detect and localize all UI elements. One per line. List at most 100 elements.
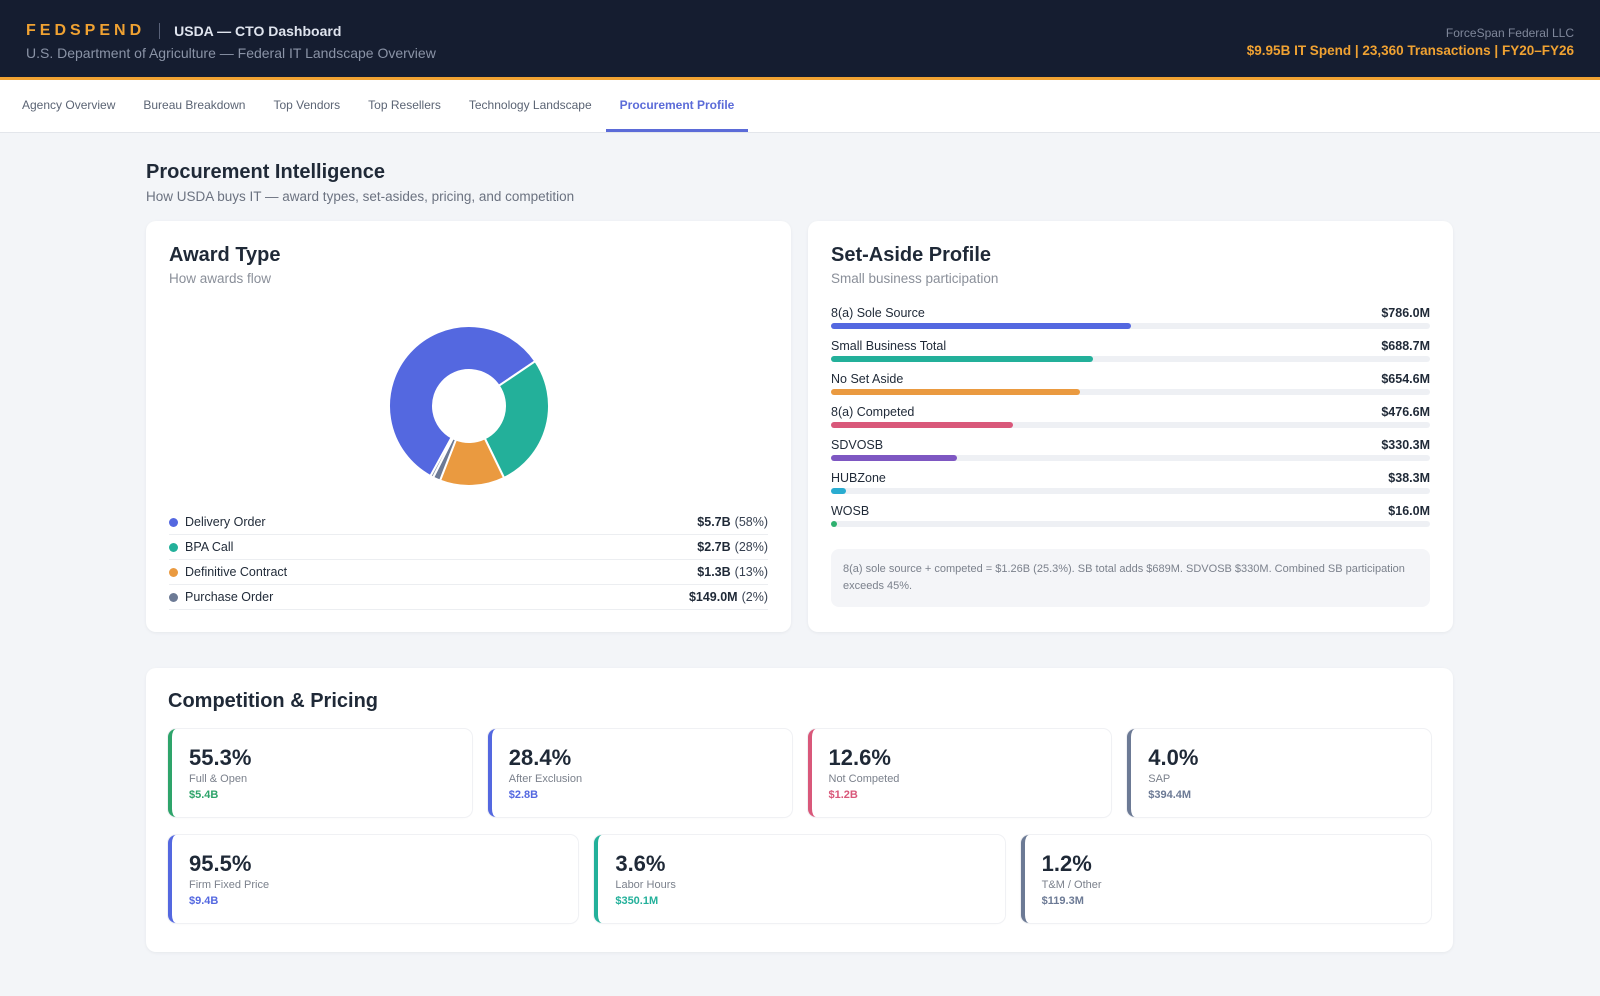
tab-procurement-profile[interactable]: Procurement Profile bbox=[605, 80, 749, 132]
set-aside-bar-track bbox=[831, 455, 1430, 461]
competition-title: Competition & Pricing bbox=[168, 690, 378, 712]
legend-dot bbox=[169, 542, 178, 552]
kpi-not-competed[interactable]: 12.6% Not Competed $1.2B bbox=[807, 729, 1112, 817]
kpi-amount: $119.3M bbox=[1041, 895, 1084, 907]
brand-logo[interactable]: FEDSPEND bbox=[26, 22, 146, 39]
kpi-value: 55.3% bbox=[189, 745, 252, 770]
top-header: FEDSPEND USDA — CTO Dashboard U.S. Depar… bbox=[0, 0, 1600, 80]
kpi-label: Firm Fixed Price bbox=[189, 879, 270, 891]
tab-top-resellers[interactable]: Top Resellers bbox=[368, 98, 441, 112]
set-aside-list: 8(a) Sole Source $786.0M Small Business T… bbox=[831, 306, 1430, 537]
kpi-firm-fixed-price[interactable]: 95.5% Firm Fixed Price $9.4B bbox=[168, 835, 579, 923]
set-aside-label: No Set Aside bbox=[831, 372, 904, 386]
set-aside-bar bbox=[831, 356, 1094, 362]
kpi-amount: $2.8B bbox=[508, 789, 539, 801]
set-aside-value: $786.0M bbox=[1381, 306, 1430, 320]
dashboard-title: USDA — CTO Dashboard bbox=[174, 23, 342, 39]
legend-label: Definitive Contract bbox=[185, 565, 288, 579]
set-aside-bar bbox=[831, 323, 1131, 329]
legend-item: Delivery Order $5.7B (58%) bbox=[169, 510, 768, 535]
kpi-value: 12.6% bbox=[828, 745, 891, 770]
donut-slice-bpa-call[interactable] bbox=[482, 359, 550, 480]
kpi-label: Full & Open bbox=[189, 773, 248, 785]
set-aside-value: $476.6M bbox=[1381, 405, 1430, 419]
legend-percent: (58%) bbox=[734, 515, 768, 529]
set-aside-title: Set-Aside Profile bbox=[831, 244, 992, 266]
kpi-value: 1.2% bbox=[1041, 851, 1092, 876]
set-aside-value: $688.7M bbox=[1381, 339, 1430, 353]
set-aside-card: Set-Aside Profile Small business partici… bbox=[808, 221, 1453, 632]
set-aside-row: Small Business Total $688.7M bbox=[831, 339, 1430, 372]
pricing-kpi-row: 95.5% Firm Fixed Price $9.4B 3.6% Labor … bbox=[168, 835, 1431, 923]
kpi-after-exclusion[interactable]: 28.4% After Exclusion $2.8B bbox=[487, 729, 792, 817]
kpi-value: 95.5% bbox=[189, 851, 252, 876]
kpi-label: SAP bbox=[1148, 773, 1171, 785]
header-subtitle: U.S. Department of Agriculture — Federal… bbox=[26, 45, 436, 61]
kpi-value: 4.0% bbox=[1148, 745, 1199, 770]
donut-slice-delivery-order[interactable] bbox=[387, 325, 537, 478]
tab-agency-overview[interactable]: Agency Overview bbox=[22, 98, 116, 112]
award-type-donut-chart bbox=[387, 325, 550, 487]
set-aside-label: WOSB bbox=[831, 504, 870, 518]
kpi-amount: $5.4B bbox=[189, 789, 219, 801]
legend-dot bbox=[169, 517, 178, 527]
set-aside-label: SDVOSB bbox=[831, 438, 884, 452]
set-aside-subtitle: Small business participation bbox=[831, 271, 999, 286]
set-aside-bar bbox=[831, 455, 957, 461]
kpi-tm-other[interactable]: 1.2% T&M / Other $119.3M bbox=[1020, 835, 1431, 923]
legend-dot bbox=[169, 567, 178, 577]
award-type-legend: Delivery Order $5.7B (58%) BPA Call $2.7… bbox=[169, 510, 768, 610]
kpi-full-open[interactable]: 55.3% Full & Open $5.4B bbox=[168, 729, 472, 817]
kpi-amount: $9.4B bbox=[189, 895, 219, 907]
kpi-amount: $1.2B bbox=[828, 789, 858, 801]
donut-slice-other[interactable] bbox=[428, 436, 454, 479]
kpi-label: T&M / Other bbox=[1041, 879, 1102, 891]
set-aside-label: Small Business Total bbox=[831, 339, 947, 353]
legend-label: BPA Call bbox=[185, 540, 234, 554]
page-subtitle: How USDA buys IT — award types, set-asid… bbox=[146, 189, 575, 204]
competition-pricing-card: Competition & Pricing 55.3% Full & Open … bbox=[146, 668, 1453, 952]
set-aside-bar-track bbox=[831, 389, 1430, 395]
legend-label: Delivery Order bbox=[185, 515, 266, 529]
set-aside-bar bbox=[831, 422, 1013, 428]
legend-value: $2.7B bbox=[697, 540, 731, 554]
legend-percent: (28%) bbox=[734, 540, 768, 554]
tab-bar: Agency Overview Bureau Breakdown Top Ven… bbox=[0, 80, 1600, 133]
award-type-subtitle: How awards flow bbox=[169, 271, 272, 286]
header-divider bbox=[159, 23, 161, 39]
set-aside-bar bbox=[831, 521, 838, 527]
company-name: ForceSpan Federal LLC bbox=[1445, 26, 1574, 40]
tab-technology-landscape[interactable]: Technology Landscape bbox=[468, 98, 592, 112]
set-aside-row: SDVOSB $330.3M bbox=[831, 438, 1430, 471]
tab-bureau-breakdown[interactable]: Bureau Breakdown bbox=[143, 98, 246, 112]
kpi-value: 28.4% bbox=[508, 745, 572, 770]
set-aside-row: 8(a) Sole Source $786.0M bbox=[831, 306, 1430, 339]
legend-item: Definitive Contract $1.3B (13%) bbox=[169, 560, 768, 585]
set-aside-value: $330.3M bbox=[1381, 438, 1430, 452]
header-metrics: $9.95B IT Spend | 23,360 Transactions | … bbox=[1246, 43, 1574, 58]
legend-dot bbox=[169, 592, 178, 602]
set-aside-note: 8(a) sole source + competed = $1.26B (25… bbox=[831, 549, 1430, 607]
legend-item: Purchase Order $149.0M (2%) bbox=[169, 585, 768, 610]
set-aside-row: 8(a) Competed $476.6M bbox=[831, 405, 1430, 438]
kpi-labor-hours[interactable]: 3.6% Labor Hours $350.1M bbox=[594, 835, 1005, 923]
set-aside-value: $16.0M bbox=[1388, 504, 1430, 518]
kpi-label: Labor Hours bbox=[615, 879, 676, 891]
award-type-title: Award Type bbox=[169, 244, 281, 266]
competition-kpi-row: 55.3% Full & Open $5.4B 28.4% After Excl… bbox=[168, 729, 1431, 817]
set-aside-label: 8(a) Sole Source bbox=[831, 306, 925, 320]
set-aside-bar-track bbox=[831, 323, 1430, 329]
award-type-card: Award Type How awards flow Delivery Orde… bbox=[146, 221, 791, 632]
tab-top-vendors[interactable]: Top Vendors bbox=[273, 98, 341, 112]
set-aside-label: HUBZone bbox=[831, 471, 886, 485]
legend-percent: (2%) bbox=[741, 590, 768, 604]
set-aside-label: 8(a) Competed bbox=[831, 405, 915, 419]
kpi-amount: $394.4M bbox=[1148, 789, 1192, 801]
kpi-sap[interactable]: 4.0% SAP $394.4M bbox=[1127, 729, 1431, 817]
set-aside-bar-track bbox=[831, 422, 1430, 428]
set-aside-bar bbox=[831, 389, 1081, 395]
kpi-value: 3.6% bbox=[615, 851, 666, 876]
kpi-amount: $350.1M bbox=[615, 895, 659, 907]
legend-value: $1.3B bbox=[697, 565, 731, 579]
main-content: Procurement Intelligence How USDA buys I… bbox=[146, 133, 1453, 952]
